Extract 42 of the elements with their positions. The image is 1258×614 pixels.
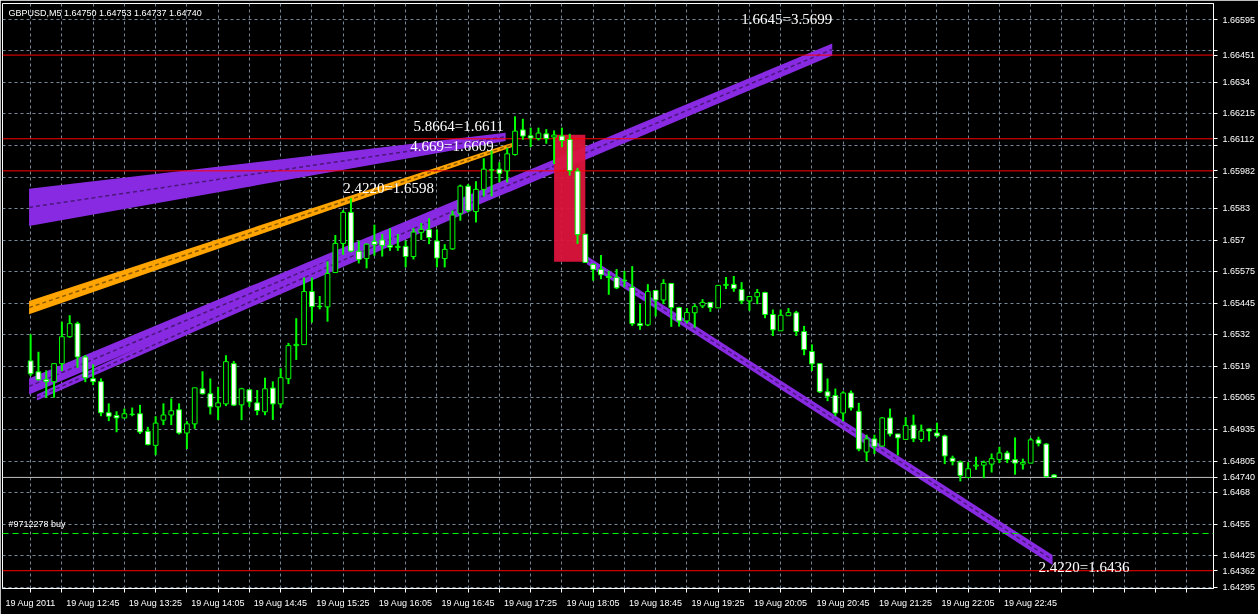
y-tick-label: 1.66595	[1222, 14, 1256, 25]
y-tick-label: 1.64935	[1222, 424, 1256, 435]
y-tick-label: 1.6455	[1222, 519, 1251, 530]
ref-line-label: 1.65982	[1222, 165, 1256, 176]
ref-line-label: #9712278 buy	[8, 519, 67, 530]
ref-line-label: 1.66451	[1222, 50, 1256, 61]
x-tick-label: 19 Aug 19:25	[691, 597, 745, 608]
y-tick-label: 1.6519	[1222, 361, 1251, 372]
y-tick-label: 1.6634	[1222, 77, 1251, 88]
ref-line-label: 1.64740	[1222, 472, 1256, 483]
x-tick-label: 19 Aug 14:05	[191, 597, 245, 608]
x-tick-label: 19 Aug 18:45	[628, 597, 682, 608]
x-tick-label: 19 Aug 16:45	[441, 597, 495, 608]
x-tick-label: 19 Aug 22:05	[941, 597, 995, 608]
annotation: 5.8664=1.6611	[413, 117, 504, 134]
x-tick-label: 19 Aug 20:45	[816, 597, 870, 608]
ref-line-label: 1.64362	[1222, 565, 1256, 576]
y-tick-label: 1.6583	[1222, 203, 1251, 214]
x-tick-label: 19 Aug 22:45	[1003, 597, 1057, 608]
x-tick-label: 19 Aug 13:25	[128, 597, 182, 608]
x-tick-label: 19 Aug 18:05	[566, 597, 620, 608]
x-tick-label: 19 Aug 12:45	[66, 597, 120, 608]
x-tick-label: 19 Aug 14:45	[253, 597, 307, 608]
y-tick-label: 1.65445	[1222, 298, 1256, 309]
y-tick-label: 1.64425	[1222, 550, 1256, 561]
y-tick-label: 1.65575	[1222, 266, 1256, 277]
x-tick-label: 19 Aug 20:05	[753, 597, 807, 608]
x-tick-label: 19 Aug 17:25	[503, 597, 557, 608]
chart-title: GBPUSD,M5 1.64750 1.64753 1.64737 1.64740	[8, 7, 202, 18]
ref-line-label: 1.66112	[1222, 133, 1255, 144]
y-tick-label: 1.6468	[1222, 487, 1251, 498]
x-tick-label: 19 Aug 16:05	[378, 597, 432, 608]
x-tick-label: 19 Aug 15:25	[316, 597, 370, 608]
y-tick-label: 1.64805	[1222, 456, 1256, 467]
y-tick-label: 1.66215	[1222, 108, 1256, 119]
y-tick-label: 1.657	[1222, 235, 1246, 246]
x-tick-label: 19 Aug 21:25	[878, 597, 932, 608]
y-tick-label: 1.65065	[1222, 392, 1256, 403]
y-tick-label: 1.64295	[1222, 582, 1256, 593]
y-tick-label: 1.6532	[1222, 329, 1251, 340]
x-tick-label: 19 Aug 2011	[5, 597, 56, 608]
annotation: 1.6645=3.5699	[741, 11, 833, 28]
